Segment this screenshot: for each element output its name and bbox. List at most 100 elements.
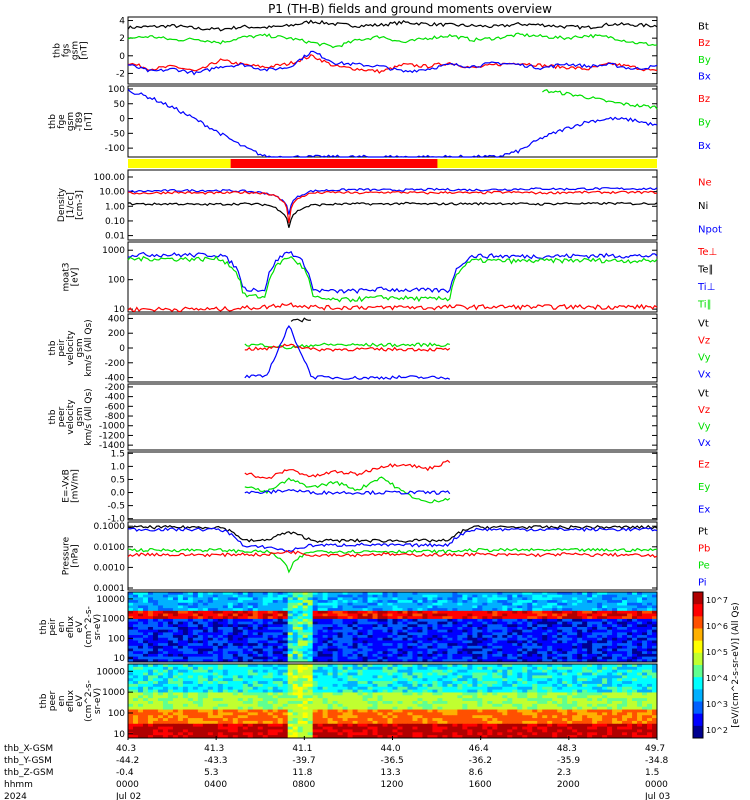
spectrogram-cell bbox=[457, 592, 463, 596]
spectrogram-cell bbox=[562, 683, 568, 688]
spectrogram-cell bbox=[447, 715, 453, 719]
spectrogram-cell bbox=[397, 653, 403, 658]
spectrogram-cell bbox=[332, 600, 339, 604]
spectrogram-cell bbox=[417, 643, 423, 647]
spectrogram-cell bbox=[212, 678, 219, 682]
spectrogram-cell bbox=[272, 613, 279, 617]
spectrogram-cell bbox=[482, 656, 488, 660]
spectrogram-cell bbox=[487, 701, 493, 705]
spectrogram-cell bbox=[182, 666, 189, 671]
spectrogram-cell bbox=[462, 701, 468, 705]
spectrogram-cell bbox=[497, 715, 503, 719]
spectrogram-cell bbox=[367, 600, 374, 604]
spectrogram-cell bbox=[582, 608, 588, 612]
spectrogram-cell bbox=[597, 597, 603, 601]
spectrogram-cell bbox=[377, 610, 384, 615]
spectrogram-cell bbox=[332, 648, 339, 652]
spectrogram-cell bbox=[472, 695, 478, 699]
spectrogram-cell bbox=[467, 675, 473, 679]
spectrogram-cell bbox=[587, 632, 593, 636]
spectrogram-cell bbox=[537, 645, 543, 650]
spectrogram-cell bbox=[407, 597, 413, 601]
spectrogram-cell bbox=[642, 709, 648, 713]
spectrogram-cell bbox=[292, 698, 299, 702]
spectrogram-cell bbox=[172, 608, 179, 612]
spectrogram-cell bbox=[417, 635, 423, 639]
spectrogram-cell bbox=[222, 618, 229, 623]
spectrogram-cell bbox=[637, 666, 643, 671]
spectrogram-cell bbox=[297, 683, 304, 688]
spectrogram-cell bbox=[572, 672, 578, 676]
spectrogram-cell bbox=[482, 637, 488, 641]
spectrogram-cell bbox=[217, 695, 224, 699]
spectrogram-cell bbox=[537, 681, 543, 685]
spectrogram-cell bbox=[267, 645, 274, 650]
spectrogram-cell bbox=[532, 600, 538, 604]
spectrogram-cell bbox=[242, 618, 249, 623]
spectrogram-cell bbox=[462, 698, 468, 702]
spectrogram-cell bbox=[417, 605, 423, 609]
spectrogram-cell bbox=[157, 602, 164, 606]
spectrogram-cell bbox=[172, 672, 179, 676]
ylabel-line: thb bbox=[39, 693, 49, 708]
spectrogram-cell bbox=[617, 597, 623, 601]
spectrogram-cell bbox=[532, 672, 538, 676]
spectrogram-cell bbox=[532, 629, 538, 633]
spectrogram-cell bbox=[542, 648, 548, 652]
spectrogram-cell bbox=[452, 624, 458, 628]
spectrogram-cell bbox=[582, 686, 588, 691]
spectrogram-cell bbox=[147, 669, 154, 674]
spectrogram-cell bbox=[612, 608, 618, 612]
ylabel-line: peir bbox=[48, 618, 58, 636]
spectrogram-cell bbox=[487, 672, 493, 676]
spectrogram-cell bbox=[212, 681, 219, 685]
spectrogram-cell bbox=[232, 689, 239, 693]
spectrogram-cell bbox=[237, 712, 244, 716]
spectrogram-cell bbox=[517, 651, 523, 655]
spectrogram-cell bbox=[162, 627, 169, 631]
spectrogram-cell bbox=[377, 602, 384, 606]
spectrogram-cell bbox=[382, 645, 389, 650]
spectrogram-frame bbox=[127, 591, 658, 663]
spectrogram-cell bbox=[522, 703, 528, 708]
spectrogram-cell bbox=[487, 698, 493, 702]
spectrogram-cell bbox=[282, 621, 289, 625]
spectrogram-cell bbox=[157, 686, 164, 691]
spectrogram-cell bbox=[362, 597, 369, 601]
spectrogram-cell bbox=[312, 672, 319, 676]
spectrogram-cell bbox=[297, 656, 304, 660]
spectrogram-cell bbox=[142, 608, 149, 612]
spectrogram-cell bbox=[447, 664, 453, 668]
spectrogram-cell bbox=[537, 701, 543, 705]
spectrogram-cell bbox=[197, 640, 204, 644]
spectrogram-cell bbox=[152, 643, 159, 647]
spectrogram-cell bbox=[422, 645, 428, 650]
spectrogram-cell bbox=[527, 627, 533, 631]
spectrogram-cell bbox=[182, 602, 189, 606]
spectrogram-cell bbox=[182, 621, 189, 625]
spectrogram-cell bbox=[432, 594, 438, 598]
spectrogram-cell bbox=[537, 635, 543, 639]
spectrogram-cell bbox=[387, 656, 393, 660]
spectrogram-cell bbox=[522, 624, 528, 628]
spectrogram-cell bbox=[272, 709, 279, 713]
spectrogram-cell bbox=[207, 675, 214, 679]
spectrogram-cell bbox=[357, 681, 364, 685]
panel-ylabel: Pressure [nPa] bbox=[62, 536, 81, 575]
spectrogram-cell bbox=[222, 659, 229, 663]
spectrogram-cell bbox=[567, 709, 573, 713]
spectrogram-cell bbox=[422, 701, 428, 705]
spectrogram-cell bbox=[362, 698, 369, 702]
spectrogram-cell bbox=[552, 637, 558, 641]
ylabel-line: velocity bbox=[66, 399, 76, 435]
spectrogram-cell bbox=[197, 709, 204, 713]
spectrogram-cell bbox=[197, 683, 204, 688]
spectrogram-cell bbox=[212, 659, 219, 663]
spectrogram-cell bbox=[407, 675, 413, 679]
spectrogram-cell bbox=[492, 659, 498, 663]
spectrogram-cell bbox=[207, 600, 214, 604]
spectrogram-cell bbox=[327, 715, 334, 719]
spectrogram-cell bbox=[227, 666, 234, 671]
spectrogram-cell bbox=[507, 706, 513, 711]
spectrogram-cell bbox=[477, 703, 483, 708]
